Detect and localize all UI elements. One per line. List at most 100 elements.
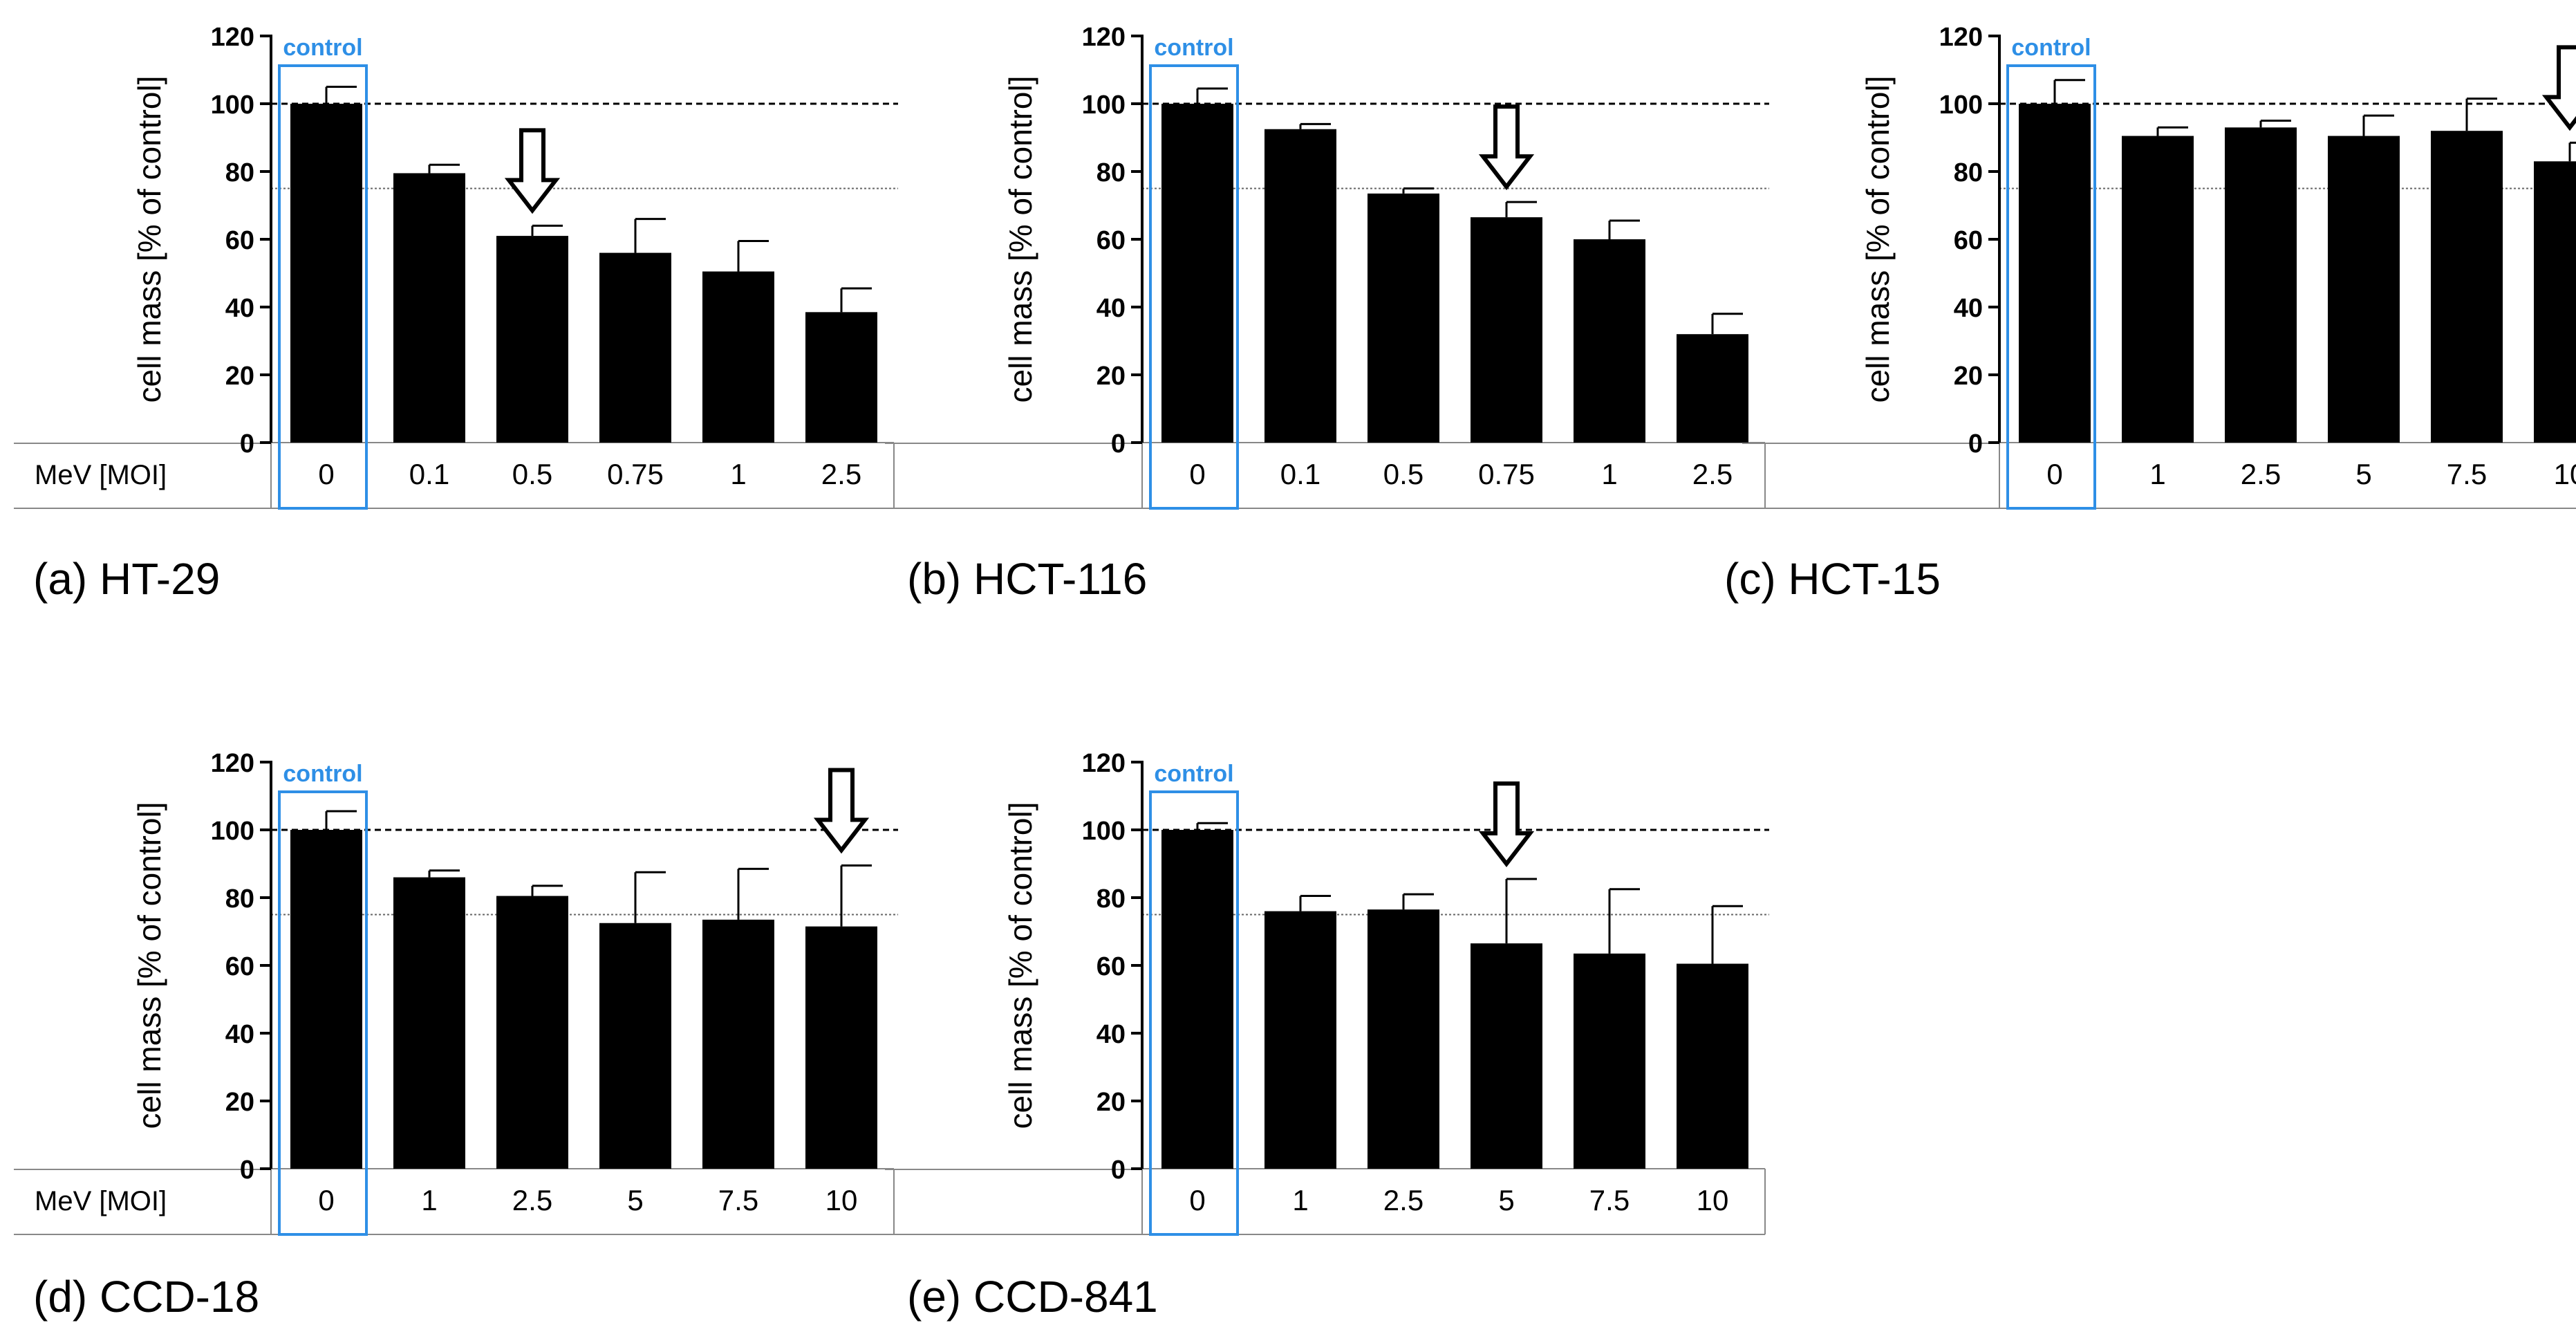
y-axis-title: cell mass [% of control] xyxy=(1002,76,1038,403)
y-tick-label: 120 xyxy=(1082,749,1126,778)
x-tick-label: 1 xyxy=(421,1184,437,1216)
bar xyxy=(2019,104,2091,443)
y-tick-label: 60 xyxy=(225,952,254,981)
y-tick-label: 120 xyxy=(1082,23,1126,52)
y-axis-title: cell mass [% of control] xyxy=(131,76,167,403)
chart-panel-ht29: 0 20 40 60 80 100 120 cell mass [% of control] c… xyxy=(14,23,898,510)
bar xyxy=(1677,963,1748,1169)
y-tick-label: 120 xyxy=(211,23,254,52)
y-tick-label: 120 xyxy=(211,749,254,778)
bar xyxy=(599,923,671,1169)
bar xyxy=(1368,909,1439,1169)
bar xyxy=(1264,911,1336,1169)
y-tick-label: 0 xyxy=(1111,429,1126,459)
control-label: control xyxy=(283,35,362,61)
control-highlight-box xyxy=(1149,790,1239,1236)
bar xyxy=(1368,193,1439,443)
y-tick-label: 100 xyxy=(1939,91,1983,120)
y-tick-label: 20 xyxy=(1096,1088,1126,1117)
x-tick-label: 5 xyxy=(1498,1184,1514,1216)
bar xyxy=(496,896,568,1169)
x-tick-label: 7.5 xyxy=(2447,458,2487,490)
y-tick-label: 40 xyxy=(225,294,254,323)
y-tick-label: 80 xyxy=(1096,158,1126,187)
x-tick-label: 1 xyxy=(2149,458,2165,490)
x-tick-label: 10 xyxy=(1697,1184,1729,1216)
y-tick-label: 60 xyxy=(1954,226,1983,255)
x-tick-label: 7.5 xyxy=(1589,1184,1630,1216)
control-highlight-box xyxy=(1149,64,1239,510)
x-tick-label: 0.5 xyxy=(512,458,552,490)
control-label: control xyxy=(2011,35,2091,61)
x-tick-label: 2.5 xyxy=(2241,458,2281,490)
bar xyxy=(599,252,671,443)
arrow-marker xyxy=(1478,104,1535,191)
x-tick-label: 1 xyxy=(730,458,746,490)
bar xyxy=(2328,136,2400,443)
y-tick-label: 100 xyxy=(1082,91,1126,120)
bar xyxy=(2534,161,2576,443)
y-tick-label: 40 xyxy=(1096,294,1126,323)
x-tick-label: 0.1 xyxy=(1280,458,1320,490)
y-tick-label: 100 xyxy=(1082,817,1126,846)
caption-a: (a) HT-29 xyxy=(33,554,221,604)
bar xyxy=(1574,239,1645,443)
y-tick-label: 100 xyxy=(211,817,254,846)
y-tick-label: 20 xyxy=(1954,362,1983,391)
bar xyxy=(1161,104,1233,443)
x-tick-label: 0 xyxy=(1189,458,1205,490)
x-tick-label: 0.75 xyxy=(607,458,664,490)
bar xyxy=(1264,129,1336,443)
bar xyxy=(1677,334,1748,443)
bar xyxy=(393,877,465,1169)
y-tick-label: 80 xyxy=(1954,158,1983,187)
y-tick-label: 40 xyxy=(1096,1020,1126,1049)
x-tick-label: 5 xyxy=(2355,458,2371,490)
y-axis-title: cell mass [% of control] xyxy=(1860,76,1896,403)
bar xyxy=(805,926,877,1169)
x-tick-label: 0 xyxy=(318,1184,334,1216)
bar xyxy=(2225,127,2297,443)
arrow-marker xyxy=(2541,45,2576,131)
caption-c: (c) HCT-15 xyxy=(1724,554,1941,604)
control-highlight-box xyxy=(2006,64,2096,510)
bar xyxy=(393,173,465,443)
control-label: control xyxy=(1154,761,1233,787)
y-tick-label: 20 xyxy=(225,1088,254,1117)
bar xyxy=(496,236,568,443)
y-tick-label: 20 xyxy=(225,362,254,391)
x-tick-label: 1 xyxy=(1292,1184,1308,1216)
y-tick-label: 40 xyxy=(1954,294,1983,323)
x-tick-label: 0 xyxy=(318,458,334,490)
bar xyxy=(2122,136,2194,443)
bar xyxy=(2431,131,2503,443)
bar xyxy=(1574,953,1645,1169)
arrow-marker xyxy=(813,768,870,854)
y-tick-label: 0 xyxy=(240,1156,254,1185)
bar xyxy=(290,104,362,443)
y-tick-label: 80 xyxy=(1096,884,1126,914)
x-tick-label: 2.5 xyxy=(512,1184,552,1216)
bar xyxy=(702,919,774,1169)
y-tick-label: 100 xyxy=(211,91,254,120)
y-axis-title: cell mass [% of control] xyxy=(1002,802,1038,1129)
chart-panel-hct116: 0 20 40 60 80 100 120 cell mass [% of control] c… xyxy=(885,23,1769,510)
y-tick-label: 60 xyxy=(225,226,254,255)
x-tick-label: 5 xyxy=(627,1184,643,1216)
x-axis-title: MeV [MOI] xyxy=(35,460,167,490)
caption-d: (d) CCD-18 xyxy=(33,1272,260,1322)
x-tick-label: 1 xyxy=(1601,458,1617,490)
x-tick-label: 0 xyxy=(2046,458,2062,490)
y-tick-label: 60 xyxy=(1096,226,1126,255)
y-tick-label: 80 xyxy=(225,158,254,187)
x-tick-label: 0.75 xyxy=(1478,458,1535,490)
arrow-marker xyxy=(504,128,561,214)
y-tick-label: 0 xyxy=(1968,429,1983,459)
x-tick-label: 7.5 xyxy=(718,1184,758,1216)
bar xyxy=(1471,943,1542,1169)
y-tick-label: 20 xyxy=(1096,362,1126,391)
y-tick-label: 60 xyxy=(1096,952,1126,981)
y-axis-title: cell mass [% of control] xyxy=(131,802,167,1129)
